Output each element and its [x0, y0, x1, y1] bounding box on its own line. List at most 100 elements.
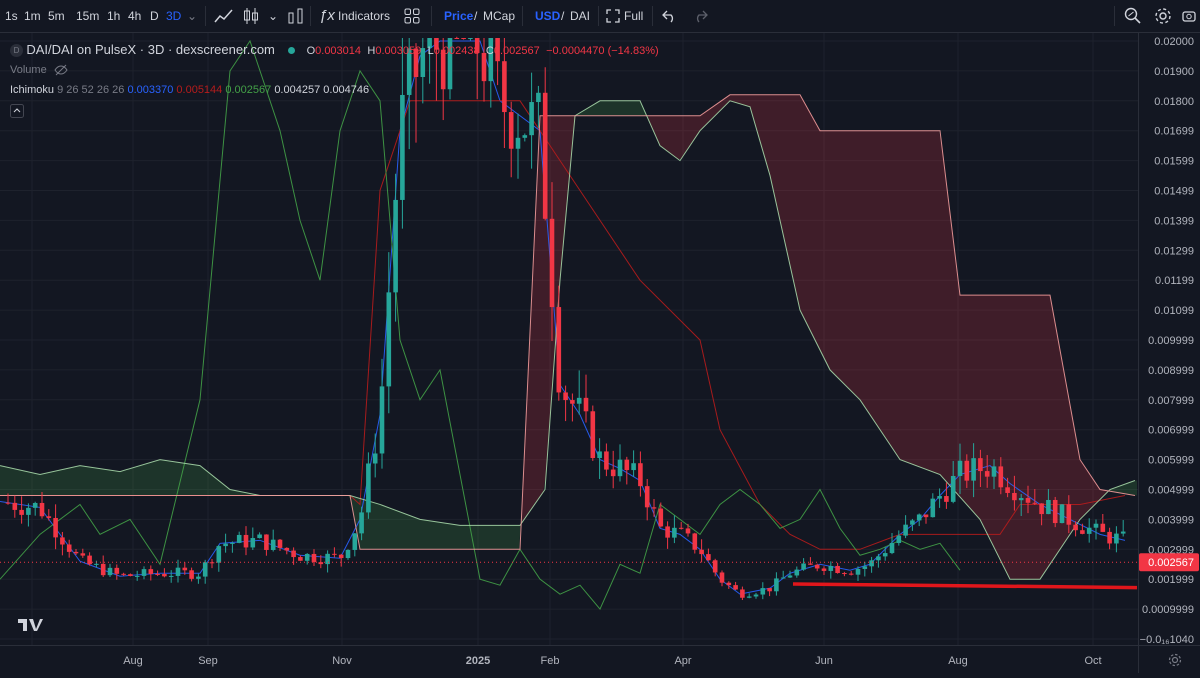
- candle-body: [230, 543, 235, 544]
- chart-legend: D DAI/DAI on PulseX · 3D · dexscreener.c…: [10, 40, 659, 120]
- kumo-cloud-segment: [384, 506, 387, 549]
- kumo-cloud-segment: [801, 97, 804, 318]
- tradingview-logo-icon[interactable]: [16, 614, 44, 634]
- kumo-cloud-segment: [1011, 295, 1014, 579]
- indicators-button[interactable]: Indicators: [338, 0, 390, 32]
- price-mcap-separator: /: [474, 0, 477, 32]
- kumo-cloud-segment: [27, 472, 30, 496]
- volume-row[interactable]: Volume: [10, 60, 659, 80]
- chart-type-chevron-icon[interactable]: ⌄: [268, 0, 278, 32]
- candle-body: [244, 535, 249, 547]
- kumo-cloud-segment: [45, 473, 48, 496]
- kumo-cloud-segment: [507, 525, 510, 549]
- dai-toggle[interactable]: DAI: [570, 0, 590, 32]
- kumo-cloud-segment: [495, 525, 498, 549]
- price-toggle[interactable]: Price: [444, 0, 473, 32]
- kumo-cloud-segment: [168, 461, 171, 496]
- candle-body: [686, 528, 691, 533]
- candle-body: [183, 568, 188, 571]
- kumo-cloud-segment: [1008, 295, 1011, 579]
- kumo-cloud-segment: [858, 131, 861, 402]
- kumo-cloud-segment: [915, 131, 918, 467]
- candle-body: [876, 556, 881, 560]
- candle-body: [393, 200, 398, 292]
- candle-body: [189, 570, 194, 579]
- fullscreen-icon[interactable]: [606, 9, 620, 23]
- screenshot-camera-icon[interactable]: [1182, 7, 1196, 25]
- legend-collapse-row[interactable]: [10, 100, 659, 120]
- last-price-label: 0.002567: [1148, 557, 1194, 569]
- kumo-cloud-segment: [942, 147, 945, 480]
- redo-icon[interactable]: [692, 9, 708, 23]
- settings-gear-icon[interactable]: [1154, 7, 1172, 25]
- collapse-legend-icon[interactable]: [10, 104, 24, 118]
- mcap-toggle[interactable]: MCap: [483, 0, 515, 32]
- kumo-cloud-segment: [129, 468, 132, 496]
- candle-body: [53, 518, 58, 537]
- price-axis-label: 0.01399: [1154, 215, 1194, 227]
- ichimoku-row[interactable]: Ichimoku 9 26 52 26 26 0.003370 0.005144…: [10, 80, 659, 100]
- kumo-cloud-segment: [939, 131, 942, 477]
- candle-body: [1046, 500, 1051, 514]
- candle-body: [618, 460, 623, 476]
- candle-body: [237, 535, 242, 543]
- line-chart-icon[interactable]: [214, 8, 234, 24]
- interval-1m[interactable]: 1m: [24, 0, 41, 32]
- kumo-cloud-segment: [1017, 295, 1020, 579]
- kumo-cloud-segment: [792, 95, 795, 288]
- kumo-cloud-segment: [1089, 473, 1092, 510]
- kumo-cloud-segment: [819, 129, 822, 354]
- bar-chart-icon[interactable]: [287, 7, 305, 25]
- kumo-cloud-segment: [741, 95, 744, 105]
- price-axis-label: 0.01299: [1154, 245, 1194, 257]
- price-axis-label: −0.0₁₆1040: [1140, 634, 1194, 646]
- kumo-cloud-segment: [156, 460, 159, 496]
- interval-1h[interactable]: 1h: [107, 0, 120, 32]
- interval-3d[interactable]: 3D: [166, 0, 181, 32]
- price-chart[interactable]: 0.020000.019000.018000.016990.015990.014…: [0, 33, 1200, 673]
- zoom-search-icon[interactable]: [1124, 7, 1142, 25]
- candle-body: [325, 554, 330, 564]
- indicators-fx-icon[interactable]: ƒx: [319, 0, 335, 32]
- candle-body: [115, 568, 120, 574]
- candle-body: [706, 554, 711, 560]
- kumo-cloud-segment: [999, 295, 1002, 563]
- kumo-cloud-segment: [126, 469, 129, 496]
- kumo-cloud-segment: [777, 95, 780, 221]
- symbol-title[interactable]: DAI/DAI on PulseX · 3D · dexscreener.com: [26, 42, 275, 57]
- interval-d[interactable]: D: [150, 0, 159, 32]
- eye-off-icon[interactable]: [54, 64, 68, 76]
- kumo-cloud-segment: [768, 95, 771, 180]
- kumo-cloud-segment: [456, 525, 459, 550]
- full-button[interactable]: Full: [624, 0, 643, 32]
- kumo-cloud-segment: [198, 465, 201, 495]
- usd-toggle[interactable]: USD: [535, 0, 560, 32]
- candle-body: [822, 568, 827, 570]
- chevron-down-icon[interactable]: ⌄: [187, 0, 197, 32]
- candle-body: [1053, 500, 1058, 523]
- time-axis-label: Feb: [541, 655, 560, 667]
- kumo-cloud-segment: [387, 507, 390, 549]
- candlestick-icon[interactable]: [242, 6, 260, 26]
- undo-icon[interactable]: [662, 9, 678, 23]
- kumo-cloud-segment: [57, 470, 60, 495]
- kumo-cloud-segment: [681, 116, 684, 159]
- axis-settings-gear-icon[interactable]: [1168, 653, 1182, 667]
- candle-body: [332, 554, 337, 555]
- interval-15m[interactable]: 15m: [76, 0, 99, 32]
- interval-4h[interactable]: 4h: [128, 0, 141, 32]
- kumo-cloud-segment: [87, 467, 90, 496]
- kumo-cloud-segment: [1050, 295, 1053, 564]
- candle-body: [611, 470, 616, 477]
- kumo-cloud-segment: [1005, 295, 1008, 575]
- candle-body: [468, 38, 473, 39]
- price-axis-label: 0.01900: [1154, 66, 1194, 78]
- interval-1s[interactable]: 1s: [5, 0, 18, 32]
- candle-body: [978, 458, 983, 471]
- kumo-cloud-segment: [195, 465, 198, 496]
- kumo-cloud-segment: [138, 465, 141, 495]
- kumo-cloud-segment: [402, 513, 405, 550]
- layout-grid-icon[interactable]: [404, 8, 420, 24]
- interval-5m[interactable]: 5m: [48, 0, 65, 32]
